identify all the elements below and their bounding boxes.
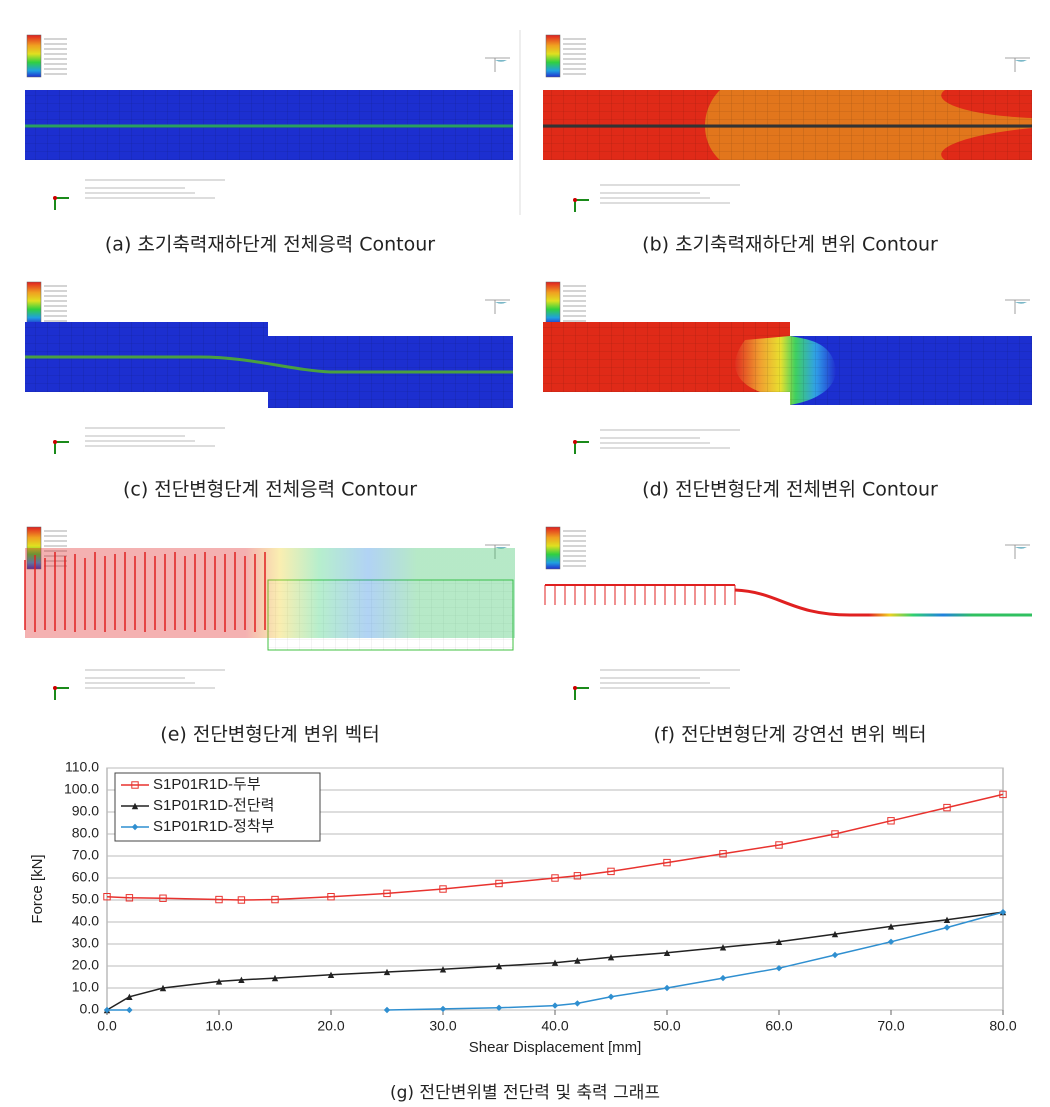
- marker: [439, 885, 447, 893]
- marker: [551, 1002, 559, 1009]
- y-axis-title: Force [kN]: [29, 854, 46, 923]
- marker: [719, 850, 727, 858]
- marker: [831, 930, 839, 938]
- y-tick-label: 70.0: [72, 847, 99, 863]
- chart-caption: (g) 전단변위별 전단력 및 축력 그래프: [390, 1083, 660, 1103]
- marker: [383, 1006, 391, 1014]
- marker: [327, 893, 335, 901]
- x-tick-label: 20.0: [317, 1018, 344, 1034]
- marker: [943, 924, 951, 931]
- y-tick-label: 50.0: [72, 891, 99, 907]
- marker: [775, 841, 783, 849]
- marker: [495, 1004, 503, 1011]
- x-tick-label: 80.0: [989, 1018, 1016, 1034]
- x-axis-title: Shear Displacement [mm]: [469, 1039, 642, 1056]
- marker: [574, 1000, 581, 1007]
- marker: [271, 974, 279, 982]
- marker: [495, 879, 503, 888]
- caption: (e) 전단변형단계 변위 벡터: [160, 724, 379, 746]
- caption: (c) 전단변형단계 전체응력 Contour: [123, 479, 417, 501]
- y-tick-label: 40.0: [72, 913, 99, 929]
- y-tick-label: 10.0: [72, 979, 99, 995]
- x-tick-label: 30.0: [429, 1018, 456, 1034]
- marker: [159, 984, 167, 992]
- caption: (a) 초기축력재하단계 전체응력 Contour: [105, 234, 435, 256]
- panel-a: [25, 34, 513, 211]
- marker: [887, 817, 895, 825]
- y-tick-label: 60.0: [72, 869, 99, 885]
- marker: [663, 949, 671, 956]
- x-tick-label: 10.0: [205, 1018, 232, 1034]
- marker: [719, 974, 727, 982]
- marker: [831, 830, 839, 838]
- x-tick-label: 50.0: [653, 1018, 680, 1034]
- marker: [663, 858, 671, 867]
- marker: [999, 908, 1007, 916]
- panel-e: [24, 526, 515, 701]
- y-tick-label: 90.0: [72, 803, 99, 819]
- marker: [215, 978, 223, 985]
- panel-d: [543, 281, 1032, 455]
- marker: [103, 1006, 111, 1014]
- x-tick-label: 70.0: [877, 1018, 904, 1034]
- legend-label: S1P01R1D-두부: [153, 776, 261, 793]
- series-line: [106, 793, 1004, 901]
- marker: [607, 867, 615, 876]
- y-tick-label: 20.0: [72, 957, 99, 973]
- marker: [237, 896, 246, 904]
- caption: (d) 전단변형단계 전체변위 Contour: [642, 479, 938, 501]
- marker: [383, 968, 391, 976]
- series-line: [106, 911, 1004, 1011]
- caption: (f) 전단변형단계 강연선 변위 벡터: [654, 724, 927, 746]
- x-tick-label: 40.0: [541, 1018, 568, 1034]
- marker: [887, 938, 895, 945]
- marker: [607, 993, 615, 1000]
- caption: (b) 초기축력재하단계 변위 Contour: [642, 234, 938, 256]
- marker: [495, 962, 503, 970]
- marker: [131, 823, 139, 831]
- y-tick-label: 80.0: [72, 825, 99, 841]
- x-tick-label: 60.0: [765, 1018, 792, 1034]
- legend-label: S1P01R1D-정착부: [153, 818, 275, 835]
- marker: [131, 802, 139, 810]
- marker: [943, 916, 951, 923]
- y-tick-label: 0.0: [80, 1001, 100, 1017]
- marker: [887, 923, 895, 930]
- marker: [103, 893, 111, 901]
- marker: [551, 874, 559, 882]
- panel-c: [25, 281, 513, 455]
- legend-label: S1P01R1D-전단력: [153, 797, 274, 814]
- marker: [999, 790, 1007, 799]
- panel-f: [544, 526, 1032, 701]
- marker: [131, 781, 139, 789]
- legend-box: [114, 772, 321, 842]
- marker: [551, 959, 559, 966]
- marker: [439, 966, 447, 973]
- x-tick-label: 0.0: [97, 1018, 117, 1034]
- marker: [271, 895, 279, 904]
- marker: [607, 954, 615, 961]
- marker: [126, 993, 133, 1000]
- y-tick-label: 30.0: [72, 935, 99, 951]
- panel-b: [543, 34, 1032, 213]
- marker: [663, 984, 671, 992]
- marker: [215, 895, 223, 904]
- marker: [775, 965, 783, 972]
- marker: [943, 803, 951, 812]
- marker: [238, 976, 245, 984]
- marker: [327, 971, 335, 978]
- y-tick-label: 110.0: [65, 759, 99, 775]
- marker: [439, 1005, 447, 1013]
- y-tick-label: 100.0: [64, 781, 99, 797]
- marker: [775, 938, 783, 945]
- marker: [831, 951, 839, 959]
- marker: [125, 894, 134, 902]
- marker: [719, 944, 727, 951]
- marker: [126, 1006, 133, 1014]
- marker: [574, 957, 581, 964]
- marker: [383, 889, 391, 898]
- marker: [159, 894, 167, 902]
- marker: [573, 872, 582, 880]
